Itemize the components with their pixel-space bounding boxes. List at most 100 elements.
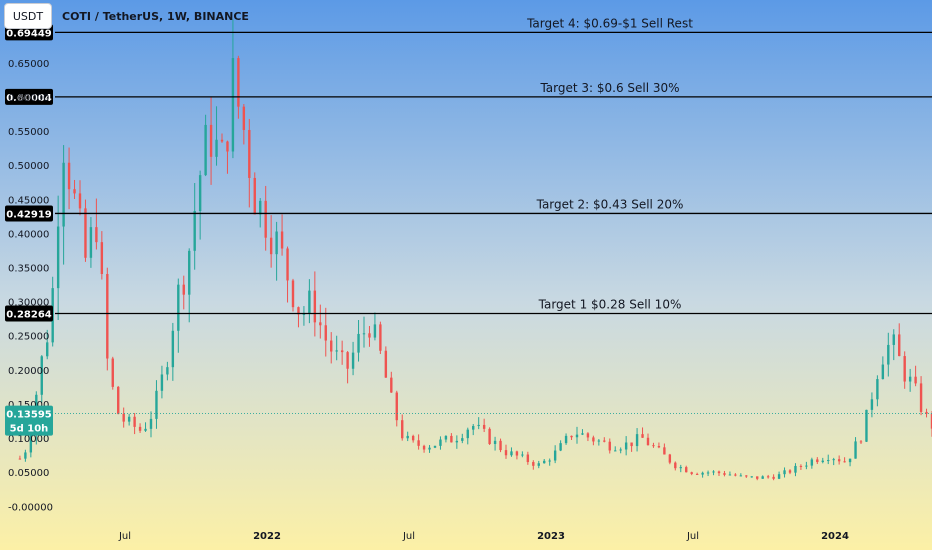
y-tick-label: 0.35000 <box>8 264 49 275</box>
candle-body <box>821 460 824 463</box>
candle-body <box>805 465 808 467</box>
candle-body <box>330 340 333 352</box>
candle-body <box>78 193 82 209</box>
candle-body <box>351 352 355 369</box>
candle-body <box>674 462 677 469</box>
candle-body <box>783 470 786 475</box>
candle-body <box>597 440 601 442</box>
candle-body <box>548 460 551 462</box>
candle-body <box>215 139 218 157</box>
candle-body <box>95 227 98 243</box>
candle-body <box>417 440 420 446</box>
chart-header: USDT COTI / TetherUS, 1W, BINANCE <box>0 0 249 32</box>
candle-body <box>848 458 852 463</box>
candle-body <box>766 476 770 478</box>
candle-body <box>712 471 715 473</box>
candle-body <box>657 445 661 448</box>
candle-body <box>248 129 251 178</box>
x-tick-label: Jul <box>402 531 415 542</box>
candle-body <box>614 450 617 452</box>
candle-body <box>914 376 917 384</box>
candle-body <box>521 454 524 456</box>
candle-body <box>106 273 109 359</box>
candle-body <box>193 211 196 251</box>
candle-body <box>777 474 781 479</box>
candle-body <box>127 416 131 422</box>
candle-body <box>706 472 710 474</box>
candle-body <box>843 461 846 463</box>
candle-body <box>510 451 513 456</box>
candle-body <box>280 231 284 249</box>
candle-body <box>188 250 191 295</box>
candle-body <box>357 333 360 353</box>
candle-body <box>553 450 557 461</box>
candle-body <box>794 465 797 473</box>
candle-body <box>182 284 185 295</box>
candle-body <box>892 334 895 345</box>
candle-body <box>515 451 519 456</box>
x-tick-label: 2023 <box>537 531 565 542</box>
candle-body <box>368 333 371 338</box>
x-axis: Jul2022Jul2023Jul2024Jul2025Jul2026Jul20… <box>118 531 849 542</box>
candle-body <box>756 476 759 479</box>
candle-body <box>930 413 932 429</box>
candle-body <box>745 475 748 477</box>
candle-body <box>56 226 60 289</box>
target-price-badge-label: 0.60004 <box>6 93 52 104</box>
candle-body <box>854 441 857 459</box>
candle-body <box>532 462 535 466</box>
target-label: Target 4: $0.69-$1 Sell Rest <box>526 16 693 30</box>
candle-body <box>122 413 125 422</box>
candle-body <box>149 418 153 429</box>
candle-body <box>166 367 169 375</box>
candle-body <box>734 474 737 476</box>
candle-body <box>133 416 136 427</box>
candle-body <box>466 429 469 439</box>
y-tick-label: 0.30000 <box>8 298 49 309</box>
candle-body <box>908 376 912 382</box>
candle-body <box>630 442 633 447</box>
y-tick-label: 0.60000 <box>8 93 49 104</box>
bar-countdown-label: 5d 10h <box>10 424 49 435</box>
candle-body <box>870 399 874 410</box>
candle-body <box>335 350 338 352</box>
candle-body <box>663 447 666 455</box>
current-price-label: 0.13595 <box>6 410 52 421</box>
candle-body <box>887 344 890 365</box>
candle-body <box>117 386 120 414</box>
candle-body <box>461 438 464 441</box>
candle-body <box>723 473 726 475</box>
candle-body <box>739 475 743 477</box>
candle-body <box>24 452 27 459</box>
candle-body <box>646 437 650 446</box>
candle-body <box>827 460 830 462</box>
candle-body <box>111 358 114 387</box>
candle-body <box>581 433 584 435</box>
y-tick-label: 0.45000 <box>8 195 49 206</box>
candle-body <box>488 428 491 445</box>
candle-body <box>881 364 885 380</box>
candle-body <box>242 106 246 130</box>
candle-body <box>379 324 382 351</box>
candle-body <box>728 474 732 476</box>
y-tick-label: 0.25000 <box>8 332 49 343</box>
candle-body <box>701 472 704 475</box>
candle-body <box>450 435 453 443</box>
candle-body <box>395 392 398 421</box>
candle-body <box>253 177 256 215</box>
candle-body <box>18 458 22 460</box>
candle-body <box>411 435 415 441</box>
x-tick-label: Jul <box>686 531 699 542</box>
candle-body <box>40 356 43 395</box>
candle-body <box>291 280 295 308</box>
candle-body <box>679 467 682 469</box>
candle-body <box>302 313 306 315</box>
y-tick-label: 0.05000 <box>8 468 49 479</box>
candle-body <box>482 424 486 429</box>
symbol-selector[interactable]: USDT <box>4 3 52 29</box>
candle-body <box>903 356 906 382</box>
candle-body <box>876 379 879 400</box>
candle-body <box>73 189 76 194</box>
x-tick-label: Jul <box>118 531 131 542</box>
